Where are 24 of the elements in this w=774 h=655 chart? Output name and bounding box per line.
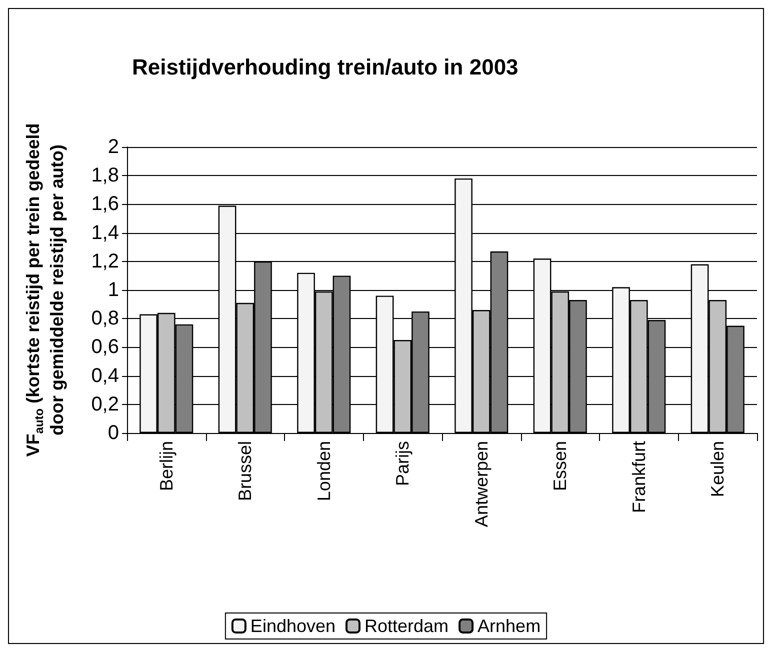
y-tick-label: 1,4 xyxy=(91,222,119,244)
x-tick-label: Berlijn xyxy=(156,441,176,492)
legend-label: Arnhem xyxy=(478,616,541,636)
y-tick-label: 0,8 xyxy=(91,308,119,330)
x-tick-label: Londen xyxy=(314,441,334,502)
y-tick-label: 0 xyxy=(108,422,119,444)
y-tick-label: 2 xyxy=(108,136,119,158)
x-tick-label: Antwerpen xyxy=(471,441,492,528)
y-axis-title: VFauto (kortste reistijd per trein gedeeld door gemiddelde reistijd per auto) xyxy=(23,123,67,457)
legend-label: Eindhoven xyxy=(250,616,336,636)
y-tick-label: 0,2 xyxy=(91,393,119,416)
y-tick-label: 1,6 xyxy=(91,193,119,216)
x-tick-label: Brussel xyxy=(235,441,256,502)
y-tick-label: 1,8 xyxy=(91,164,119,187)
y-tick-label: 0,6 xyxy=(91,336,119,358)
legend-label: Rotterdam xyxy=(364,616,449,636)
y-tick-label: 1,2 xyxy=(91,250,119,272)
chart-title: Reistijdverhouding trein/auto in 2003 xyxy=(132,54,518,80)
x-tick-label: Keulen xyxy=(708,441,728,498)
y-tick-label: 1 xyxy=(108,279,119,301)
x-tick-label: Parijs xyxy=(392,441,413,486)
x-tick-label: Frankfurt xyxy=(628,441,649,514)
y-tick-label: 0,4 xyxy=(91,364,119,387)
x-tick-label: Essen xyxy=(550,441,570,492)
